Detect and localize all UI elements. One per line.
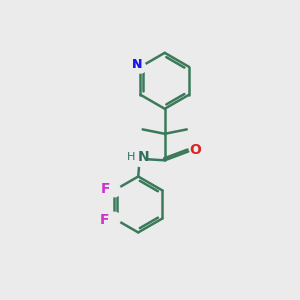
Text: F: F bbox=[100, 213, 109, 227]
Text: N: N bbox=[137, 150, 149, 164]
Text: H: H bbox=[127, 152, 136, 162]
Text: O: O bbox=[189, 143, 201, 157]
Text: N: N bbox=[132, 58, 142, 71]
Text: F: F bbox=[100, 182, 110, 196]
Text: N: N bbox=[132, 58, 142, 71]
